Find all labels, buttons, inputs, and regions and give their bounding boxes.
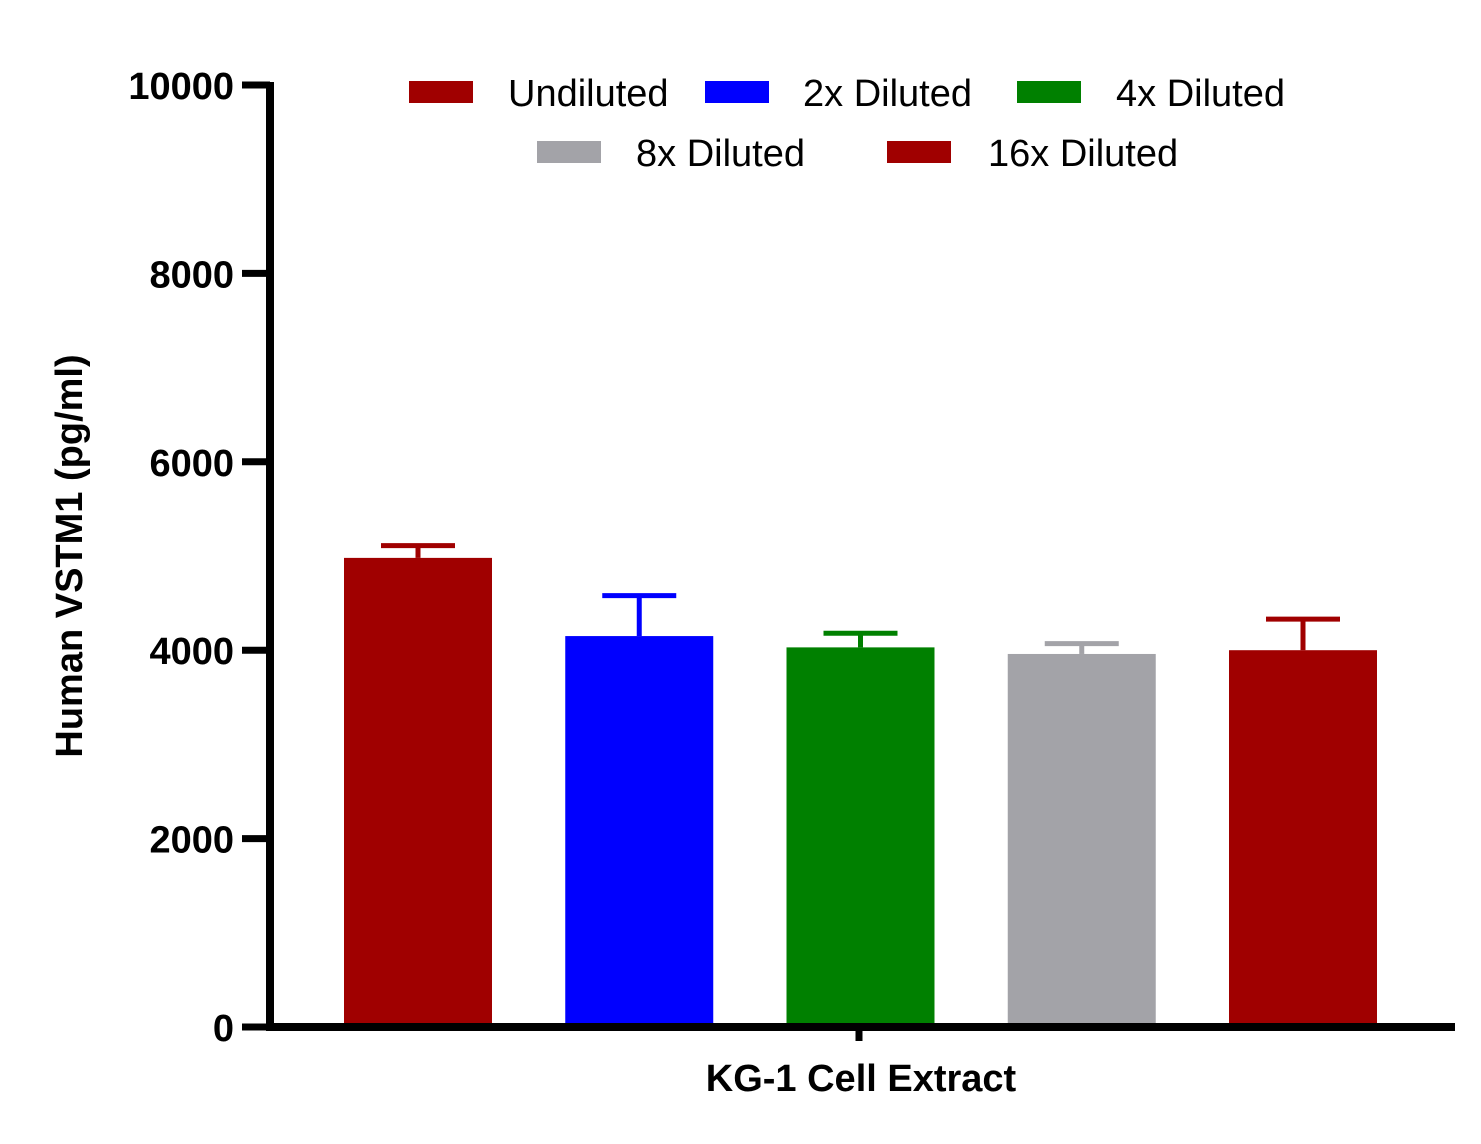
legend-label: Undiluted [508,73,669,115]
bars-group [344,557,1377,1027]
legend-swatch [887,141,951,163]
legend-label: 4x Diluted [1116,73,1285,115]
legend-label: 16x Diluted [988,133,1178,175]
legend-swatch [409,81,473,103]
y-tick-label: 2000 [149,820,234,862]
y-tick-label: 4000 [149,631,234,673]
axes-group [266,82,1455,1041]
error-bars-group [381,543,1340,654]
legend-swatch [705,81,769,103]
bar [786,647,935,1027]
legend: Undiluted 2x Diluted 4x Diluted 8x Diluted 1… [409,73,1285,175]
y-tick-label: 0 [213,1008,234,1050]
legend-label: 2x Diluted [803,73,972,115]
bar [344,557,492,1027]
y-tick-label: 8000 [149,254,234,296]
x-axis-title: KG-1 Cell Extract [706,1058,1017,1100]
bar [565,636,714,1027]
bar [1229,650,1377,1027]
legend-swatch [537,141,601,163]
legend-label: 8x Diluted [636,133,805,175]
y-axis-title: Human VSTM1 (pg/ml) [49,354,91,757]
y-tick-label: 6000 [149,443,234,485]
y-ticks-group: 0 2000 4000 6000 8000 10000 [128,66,270,1050]
y-tick-label: 10000 [128,66,234,108]
bar [1007,653,1156,1027]
legend-swatch [1017,81,1081,103]
